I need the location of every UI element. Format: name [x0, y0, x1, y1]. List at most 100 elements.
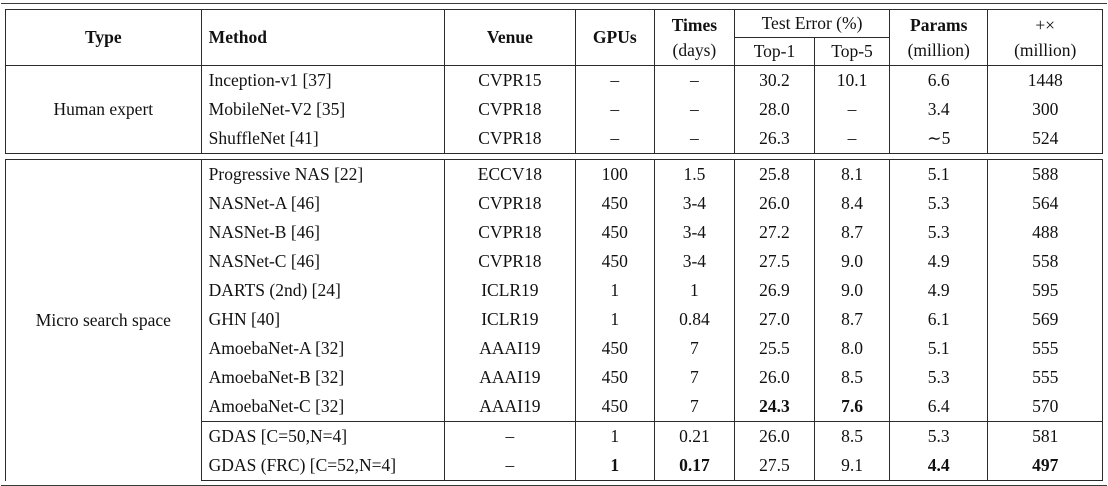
cell-gpus: 450: [574, 247, 655, 276]
col-header-method: Method: [200, 9, 445, 66]
table-row: NASNet-C [46] CVPR18 450 3-4 27.5 9.0 4.…: [6, 247, 1103, 276]
cell-gpus: 450: [574, 218, 655, 247]
cell-top1: 26.9: [733, 276, 816, 305]
group-type-human-expert: Human expert: [5, 65, 202, 154]
cell-gpus: 450: [574, 189, 655, 218]
header-row-1: Type Method Venue GPUs Times (days) Test…: [5, 9, 1103, 66]
cell-params: 3.4: [889, 95, 989, 124]
cell-top1: 25.8: [733, 159, 816, 189]
cell-madds: 524: [987, 124, 1103, 154]
cell-params: 4.9: [889, 276, 989, 305]
table-row: AmoebaNet-B [32] AAAI19 450 7 26.0 8.5 5…: [6, 363, 1103, 392]
table-row: AmoebaNet-C [32] AAAI19 450 7 24.3 7.6 6…: [6, 392, 1103, 422]
col-header-gpus: GPUs: [574, 9, 655, 66]
cell-top5: 9.1: [814, 451, 891, 481]
cell-method: ShuffleNet [41]: [200, 124, 445, 154]
cell-top5: 9.0: [814, 247, 891, 276]
cell-venue: AAAI19: [443, 334, 576, 363]
cell-params: 6.1: [889, 305, 989, 334]
col-header-madds-line2: (million): [1014, 39, 1077, 60]
cell-top1: 25.5: [733, 334, 816, 363]
cell-params: 6.6: [889, 65, 989, 95]
cell-venue: CVPR18: [443, 189, 576, 218]
cell-top5: 8.5: [814, 421, 891, 451]
paper-table: Type Method Venue GPUs Times (days) Test…: [0, 3, 1108, 486]
cell-venue: ECCV18: [443, 159, 576, 189]
cell-method: MobileNet-V2 [35]: [200, 95, 445, 124]
cell-method: AmoebaNet-B [32]: [200, 363, 445, 392]
cell-times: 7: [653, 392, 735, 422]
cell-venue: AAAI19: [443, 392, 576, 422]
cell-top5: 8.5: [814, 363, 891, 392]
cell-times: 7: [653, 334, 735, 363]
col-header-params: Params (million): [889, 9, 989, 66]
col-header-top5: Top-5: [814, 37, 891, 66]
cell-top1: 30.2: [733, 65, 816, 95]
cell-gpus: 100: [574, 159, 655, 189]
cell-gpus: –: [574, 124, 655, 154]
table-row: DARTS (2nd) [24] ICLR19 1 1 26.9 9.0 4.9…: [6, 276, 1103, 305]
cell-times: 0.17: [653, 451, 735, 481]
cell-gpus: 450: [574, 392, 655, 422]
table-row: GHN [40] ICLR19 1 0.84 27.0 8.7 6.1 569: [6, 305, 1103, 334]
cell-madds: 595: [987, 276, 1103, 305]
table-row: Micro search space Progressive NAS [22] …: [5, 159, 1103, 481]
cell-gpus: 1: [574, 305, 655, 334]
table-row: NASNet-B [46] CVPR18 450 3-4 27.2 8.7 5.…: [6, 218, 1103, 247]
cell-times: 7: [653, 363, 735, 392]
cell-params: 5.3: [889, 363, 989, 392]
cell-madds: 555: [987, 363, 1103, 392]
cell-top5: –: [814, 95, 891, 124]
cell-venue: CVPR15: [443, 65, 576, 95]
cell-times: 0.84: [653, 305, 735, 334]
cell-top5: 8.1: [814, 159, 891, 189]
cell-top1: 27.5: [733, 247, 816, 276]
group-type-micro-search-space: Micro search space: [5, 159, 202, 481]
cell-method: DARTS (2nd) [24]: [200, 276, 445, 305]
cell-top1: 27.2: [733, 218, 816, 247]
cell-top5: 8.7: [814, 305, 891, 334]
cell-method: AmoebaNet-C [32]: [200, 392, 445, 422]
cell-gpus: 1: [574, 421, 655, 451]
cell-madds: 555: [987, 334, 1103, 363]
table-row: Human expert Inception-v1 [37] CVPR15 – …: [5, 65, 1103, 154]
cell-times: 3-4: [653, 247, 735, 276]
table-row: NASNet-A [46] CVPR18 450 3-4 26.0 8.4 5.…: [6, 189, 1103, 218]
cell-times: 3-4: [653, 189, 735, 218]
cell-method: GDAS (FRC) [C=52,N=4]: [200, 451, 445, 481]
cell-madds: 564: [987, 189, 1103, 218]
cell-top1: 27.5: [733, 451, 816, 481]
cell-params: 4.9: [889, 247, 989, 276]
col-header-venue: Venue: [443, 9, 576, 66]
cell-venue: CVPR18: [443, 95, 576, 124]
cell-top5: 8.4: [814, 189, 891, 218]
cell-gpus: 450: [574, 334, 655, 363]
cell-venue: AAAI19: [443, 363, 576, 392]
cell-madds: 588: [987, 159, 1103, 189]
col-header-times-line1: Times: [671, 14, 718, 35]
cell-top5: 9.0: [814, 276, 891, 305]
cell-method: Inception-v1 [37]: [200, 65, 445, 95]
cell-madds: 488: [987, 218, 1103, 247]
cell-madds: 569: [987, 305, 1103, 334]
cell-params: 6.4: [889, 392, 989, 422]
cell-method: GHN [40]: [200, 305, 445, 334]
cell-times: –: [653, 65, 735, 95]
cell-top1: 26.3: [733, 124, 816, 154]
cell-method: GDAS [C=50,N=4]: [200, 421, 445, 451]
cell-top5: –: [814, 124, 891, 154]
table-row: MobileNet-V2 [35] CVPR18 – – 28.0 – 3.4 …: [6, 95, 1103, 124]
cell-params: 5.3: [889, 421, 989, 451]
cell-top1: 26.0: [733, 189, 816, 218]
cell-params: ∼5: [889, 124, 989, 154]
cell-madds: 570: [987, 392, 1103, 422]
cell-method: NASNet-B [46]: [200, 218, 445, 247]
cell-params: 4.4: [889, 451, 989, 481]
top-double-rule: [1, 3, 1107, 4]
col-header-times-line2: (days): [672, 39, 717, 60]
cell-times: 1: [653, 276, 735, 305]
header-row-2: Top-1 Top-5: [6, 37, 1103, 66]
cell-madds: 558: [987, 247, 1103, 276]
cell-params: 5.3: [889, 218, 989, 247]
cell-gpus: –: [574, 65, 655, 95]
